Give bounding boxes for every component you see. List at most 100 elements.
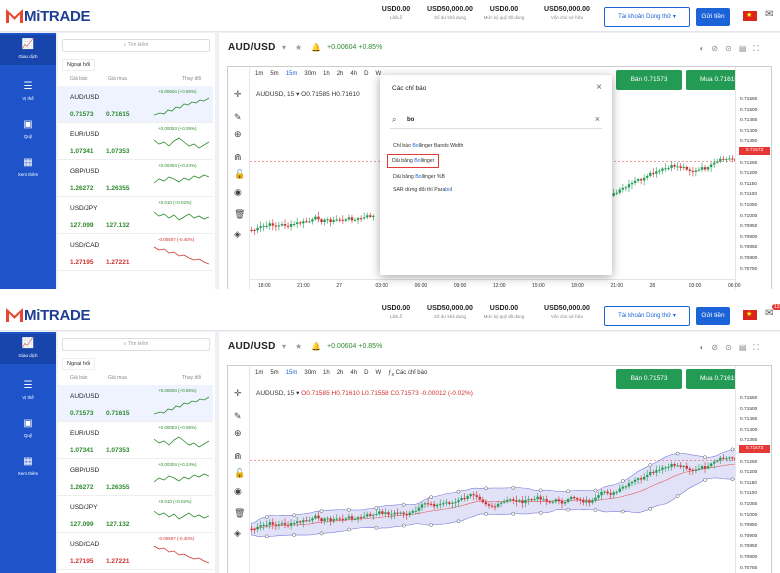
timeframe-1h[interactable]: 1h — [323, 71, 330, 77]
band-marker — [621, 479, 625, 483]
watchlist-row[interactable]: AUD/USD 0.71573 0.71615 +0.00604 (+0.85%) — [58, 385, 213, 422]
band-marker — [484, 512, 488, 516]
indicator-result-bollinger[interactable]: Dải băng Bollinger — [387, 154, 440, 168]
indicator-result[interactable]: Dải băng Bollinger %B — [393, 174, 445, 180]
timeframe-1h[interactable]: 1h — [323, 370, 330, 376]
close-icon[interactable]: × — [596, 82, 602, 93]
timeframe-4h[interactable]: 4h — [350, 71, 358, 77]
timeframe-D[interactable]: D — [364, 370, 369, 376]
candle-body — [271, 522, 275, 525]
sell-button[interactable]: Bán 0.71573 — [616, 369, 682, 389]
candle-body — [359, 218, 363, 220]
lock-icon[interactable]: 🔓 — [234, 169, 246, 179]
pencil-icon[interactable]: ✎ — [234, 411, 242, 421]
sidebar-item-more[interactable]: ▦ Xem thêm — [0, 153, 56, 183]
candle-body — [469, 494, 472, 497]
screenshot-before: MiTRADE USD0.00 Lãi/Lỗ USD50,000.00 Số dư … — [0, 0, 780, 289]
clear-icon[interactable]: × — [594, 114, 600, 124]
language-flag-icon[interactable] — [743, 11, 757, 21]
timeframe-1m[interactable]: 1m — [255, 370, 264, 376]
timeframe-4h[interactable]: 4h — [350, 370, 358, 376]
mail-icon[interactable]: ✉ 13 — [765, 304, 780, 319]
magnet-icon[interactable]: ⋒ — [234, 152, 242, 162]
crosshair-icon[interactable]: ✛ — [234, 388, 242, 398]
timeframe-1m[interactable]: 1m — [255, 71, 264, 77]
sidebar-item-funds[interactable]: ▣ Quỹ — [0, 414, 56, 444]
mail-icon[interactable]: ✉ — [765, 9, 774, 20]
timeframe-W[interactable]: W — [375, 370, 382, 376]
watchlist-row[interactable]: USD/JPY 127.099 127.132 +0.010 (+0.02%) — [58, 197, 213, 234]
watchlist-row[interactable]: AUD/USD 0.71573 0.71615 +0.00604 (+0.85%) — [58, 86, 213, 123]
tab-forex[interactable]: Ngoại hối — [62, 358, 96, 370]
sidebar-item-funds[interactable]: ▣ Quỹ — [0, 115, 56, 145]
watchlist-row[interactable]: EUR/USD 1.07341 1.07353 +0.00053 (+0.05%) — [58, 422, 213, 459]
search-input[interactable]: ⌕ Tìm kiếm — [62, 338, 210, 351]
account-select-button[interactable]: Tài khoản Dùng thử ▾ — [604, 7, 690, 27]
chevron-down-icon[interactable]: ▾ — [282, 43, 287, 52]
search-input[interactable]: ⌕ Tìm kiếm — [62, 39, 210, 52]
timeframe-D[interactable]: D — [364, 71, 369, 77]
indicators-button[interactable]: ƒx Các chỉ báo — [388, 370, 428, 379]
eye-icon[interactable]: ◉ — [234, 486, 242, 496]
layers-icon[interactable]: ◈ — [234, 229, 241, 239]
timeframe-15m[interactable]: 15m — [285, 71, 298, 77]
price-tick: 0.71550 — [740, 396, 758, 401]
timeframe-5m[interactable]: 5m — [270, 370, 279, 376]
indicator-search-input[interactable]: bo — [407, 117, 415, 123]
layers-icon[interactable]: ◈ — [234, 528, 241, 538]
eye-icon[interactable]: ◉ — [234, 187, 242, 197]
watchlist-row[interactable]: EUR/USD 1.07341 1.07353 +0.00053 (+0.05%) — [58, 123, 213, 160]
chart-toolbar-icons[interactable]: ◐⊘⊙▤⛶ — [699, 44, 766, 53]
star-icon[interactable]: ★ — [295, 43, 303, 52]
bell-icon[interactable]: 🔔 — [311, 342, 321, 351]
pencil-icon[interactable]: ✎ — [234, 112, 242, 122]
candle-body — [457, 500, 460, 503]
zoom-icon[interactable]: ⊕ — [234, 129, 242, 139]
sidebar-item-trade[interactable]: 📈 Giao dịch — [0, 35, 56, 65]
timeframe-15m[interactable]: 15m — [285, 370, 298, 376]
chart-toolbar-icons[interactable]: ◐⊘⊙▤⛶ — [699, 343, 766, 352]
trash-icon[interactable]: 🗑 — [234, 508, 246, 518]
candle-body — [356, 517, 360, 519]
sidebar-item-positions[interactable]: ☰ Vị thế — [0, 376, 56, 406]
timeframe-30m[interactable]: 30m — [304, 71, 317, 77]
zoom-icon[interactable]: ⊕ — [234, 428, 242, 438]
crosshair-icon[interactable]: ✛ — [234, 89, 242, 99]
indicator-search[interactable]: ⌕ bo × — [390, 113, 602, 129]
star-icon[interactable]: ★ — [295, 342, 303, 351]
watchlist-row[interactable]: GBP/USD 1.26272 1.26355 +0.00304 (+0.24%) — [58, 160, 213, 197]
candle-body — [615, 192, 618, 194]
lock-icon[interactable]: 🔓 — [234, 468, 246, 478]
timeframe-5m[interactable]: 5m — [270, 71, 279, 77]
timeframe-2h[interactable]: 2h — [336, 370, 344, 376]
bell-icon[interactable]: 🔔 — [311, 43, 321, 52]
price-tick: 0.70750 — [740, 565, 758, 571]
trash-icon[interactable]: 🗑 — [234, 209, 246, 219]
indicator-result[interactable]: Chỉ báo Bollinger Bands Width — [393, 143, 464, 149]
timeframe-2h[interactable]: 2h — [336, 71, 344, 77]
language-flag-icon[interactable] — [743, 310, 757, 320]
timeframe-30m[interactable]: 30m — [304, 370, 317, 376]
watchlist-row[interactable]: USD/CAD 1.27195 1.27221 -0.00507 (-0.40%) — [58, 234, 213, 271]
price-tick: 0.71050 — [740, 502, 758, 507]
magnet-icon[interactable]: ⋒ — [234, 451, 242, 461]
candle-body — [454, 502, 457, 504]
sidebar-item-trade[interactable]: 📈 Giao dịch — [0, 334, 56, 364]
candle-body — [268, 522, 271, 525]
indicator-result[interactable]: SAR dừng đổi thì Parabol — [393, 187, 453, 193]
chart-area[interactable]: ✛ ✎ ⊕ ⋒ 🔓 ◉ 🗑 ◈ 1m 5m 15m 30m 1h 2h 4h D W AUDUS… — [227, 66, 772, 289]
deposit-button[interactable]: Gửi tiền — [696, 307, 730, 325]
account-select-button[interactable]: Tài khoản Dùng thử ▾ — [604, 306, 690, 326]
tab-forex[interactable]: Ngoại hối — [62, 59, 96, 71]
candle-body — [670, 464, 673, 467]
chevron-down-icon[interactable]: ▾ — [282, 342, 287, 351]
watchlist-row[interactable]: USD/JPY 127.099 127.132 +0.010 (+0.02%) — [58, 496, 213, 533]
sidebar-item-positions[interactable]: ☰ Vị thế — [0, 77, 56, 107]
timeframe-W[interactable]: W — [375, 71, 382, 77]
watchlist-row[interactable]: GBP/USD 1.26272 1.26355 +0.00304 (+0.24%) — [58, 459, 213, 496]
sell-button[interactable]: Bán 0.71573 — [616, 70, 682, 90]
watchlist-row[interactable]: USD/CAD 1.27195 1.27221 -0.00507 (-0.40%) — [58, 533, 213, 570]
deposit-button[interactable]: Gửi tiền — [696, 8, 730, 26]
sidebar-item-more[interactable]: ▦ Xem thêm — [0, 452, 56, 482]
